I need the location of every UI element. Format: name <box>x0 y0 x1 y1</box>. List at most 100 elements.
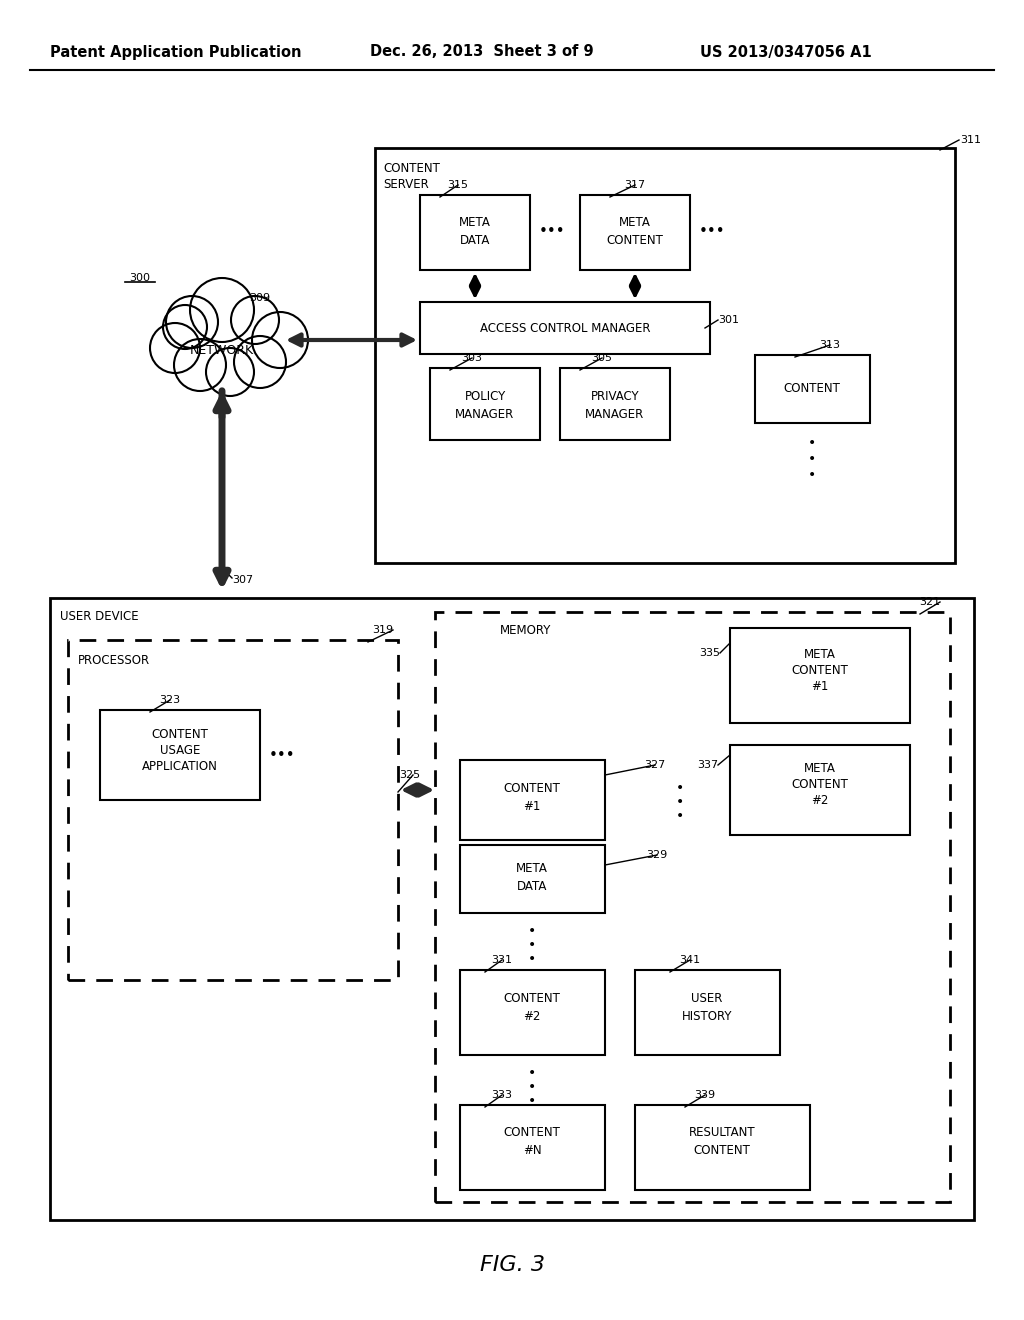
Bar <box>100 710 260 800</box>
Text: •: • <box>528 924 537 939</box>
Bar <box>635 970 780 1055</box>
Bar <box>635 1105 810 1191</box>
Text: 317: 317 <box>625 180 645 190</box>
Text: FIG. 3: FIG. 3 <box>479 1255 545 1275</box>
Text: CONTENT: CONTENT <box>792 779 849 792</box>
Text: Patent Application Publication: Patent Application Publication <box>50 45 301 59</box>
Text: 311: 311 <box>961 135 981 145</box>
Bar <box>460 760 605 840</box>
Text: APPLICATION: APPLICATION <box>142 760 218 774</box>
Text: 339: 339 <box>694 1090 716 1100</box>
Text: 305: 305 <box>592 352 612 363</box>
Circle shape <box>229 294 281 346</box>
Text: USER DEVICE: USER DEVICE <box>60 610 138 623</box>
Text: CONTENT: CONTENT <box>504 781 560 795</box>
Bar <box>375 148 955 564</box>
Text: •••: ••• <box>698 224 725 239</box>
Text: Dec. 26, 2013  Sheet 3 of 9: Dec. 26, 2013 Sheet 3 of 9 <box>370 45 594 59</box>
Text: •: • <box>676 809 684 822</box>
Bar <box>430 368 540 440</box>
Bar <box>68 640 398 979</box>
Text: 303: 303 <box>462 352 482 363</box>
Circle shape <box>251 310 309 370</box>
Circle shape <box>173 338 227 392</box>
Text: #1: #1 <box>523 800 541 813</box>
Bar <box>580 195 690 271</box>
Text: USER: USER <box>691 991 723 1005</box>
Circle shape <box>148 322 202 375</box>
Text: 321: 321 <box>919 597 940 607</box>
Text: PRIVACY: PRIVACY <box>591 389 639 403</box>
Text: #2: #2 <box>523 1010 541 1023</box>
Text: #2: #2 <box>811 795 828 808</box>
Text: •: • <box>528 939 537 952</box>
Text: 315: 315 <box>447 180 469 190</box>
Text: CONTENT: CONTENT <box>152 727 209 741</box>
Circle shape <box>232 335 288 389</box>
Text: CONTENT: CONTENT <box>504 991 560 1005</box>
Bar <box>460 845 605 913</box>
Text: 319: 319 <box>372 624 393 635</box>
Text: 309: 309 <box>250 293 270 304</box>
Text: CONTENT: CONTENT <box>693 1144 751 1158</box>
Text: CONTENT: CONTENT <box>792 664 849 676</box>
Text: MANAGER: MANAGER <box>456 408 515 421</box>
Bar <box>420 302 710 354</box>
Text: CONTENT: CONTENT <box>783 383 841 396</box>
Text: •: • <box>528 1067 537 1080</box>
Text: 301: 301 <box>718 315 739 325</box>
Circle shape <box>165 294 219 350</box>
Text: META: META <box>804 648 836 660</box>
Text: 331: 331 <box>492 954 512 965</box>
Text: •••: ••• <box>539 224 565 239</box>
Bar <box>420 195 530 271</box>
Text: USAGE: USAGE <box>160 743 200 756</box>
Text: •: • <box>676 795 684 809</box>
Text: 313: 313 <box>819 341 841 350</box>
Bar <box>50 598 974 1220</box>
Bar <box>560 368 670 440</box>
Text: POLICY: POLICY <box>464 389 506 403</box>
Text: HISTORY: HISTORY <box>682 1010 732 1023</box>
Text: DATA: DATA <box>460 235 490 248</box>
Text: •: • <box>808 469 816 482</box>
Text: 323: 323 <box>160 696 180 705</box>
Text: CONTENT: CONTENT <box>383 161 440 174</box>
Text: PROCESSOR: PROCESSOR <box>78 653 151 667</box>
Text: MANAGER: MANAGER <box>586 408 645 421</box>
Text: US 2013/0347056 A1: US 2013/0347056 A1 <box>700 45 871 59</box>
Text: META: META <box>459 216 490 230</box>
Text: CONTENT: CONTENT <box>606 235 664 248</box>
Text: 325: 325 <box>399 770 421 780</box>
Text: •: • <box>808 436 816 450</box>
Text: 341: 341 <box>680 954 700 965</box>
Text: •••: ••• <box>268 747 295 763</box>
Text: •: • <box>528 1094 537 1107</box>
Text: •: • <box>808 451 816 466</box>
Text: •: • <box>528 1080 537 1094</box>
Text: META: META <box>620 216 651 230</box>
Circle shape <box>182 304 262 383</box>
Bar <box>730 628 910 723</box>
Text: 337: 337 <box>697 760 718 770</box>
Text: ACCESS CONTROL MANAGER: ACCESS CONTROL MANAGER <box>480 322 650 334</box>
Text: •: • <box>528 952 537 966</box>
Text: 335: 335 <box>699 648 720 657</box>
Bar <box>435 612 950 1203</box>
Text: 327: 327 <box>644 760 666 770</box>
Text: META: META <box>516 862 548 875</box>
Text: 300: 300 <box>129 273 151 282</box>
Text: 333: 333 <box>492 1090 512 1100</box>
Text: 307: 307 <box>232 576 253 585</box>
Bar <box>755 355 870 422</box>
Circle shape <box>162 304 208 350</box>
Text: DATA: DATA <box>517 880 547 894</box>
Text: NETWORK: NETWORK <box>189 343 254 356</box>
Text: SERVER: SERVER <box>383 177 429 190</box>
Text: •: • <box>676 781 684 795</box>
Text: META: META <box>804 763 836 776</box>
Text: RESULTANT: RESULTANT <box>689 1126 756 1139</box>
Circle shape <box>205 347 255 397</box>
Text: 329: 329 <box>646 850 668 861</box>
Bar <box>460 1105 605 1191</box>
